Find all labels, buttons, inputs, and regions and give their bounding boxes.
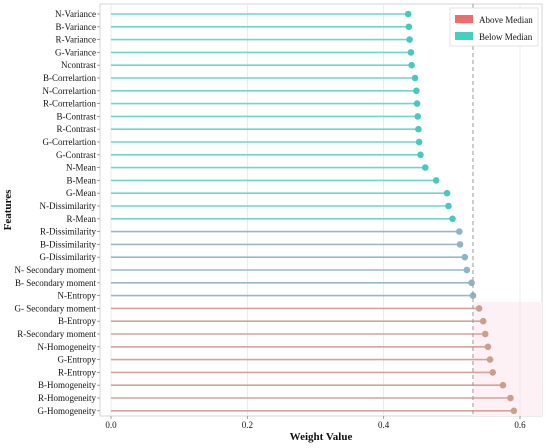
y-tick-label: N- Secondary moment bbox=[15, 265, 97, 275]
y-tick-label: G-Homogeneity bbox=[38, 406, 97, 416]
x-tick-labels: 0.0 0.2 0.4 0.6 bbox=[105, 420, 526, 430]
x-tick-label: 0.2 bbox=[242, 420, 253, 430]
legend-swatch-above bbox=[455, 15, 473, 23]
x-tick-label: 0.6 bbox=[514, 420, 526, 430]
y-tick-label: R-Correlartion bbox=[43, 99, 96, 109]
legend-label-below: Below Median bbox=[479, 32, 533, 42]
lollipop-dot bbox=[463, 266, 471, 274]
y-tick-label: G-Correlartion bbox=[43, 137, 97, 147]
y-tick-label: B-Mean bbox=[67, 175, 97, 185]
lollipop-dot bbox=[484, 343, 492, 351]
y-tick-label: B-Correlartion bbox=[43, 73, 96, 83]
lollipop-dot bbox=[481, 330, 489, 338]
legend: Above Median Below Median bbox=[449, 7, 539, 47]
y-tick-label: R-Homogeneity bbox=[38, 393, 96, 403]
y-tick-label: R-Mean bbox=[67, 214, 97, 224]
lollipop-dot bbox=[449, 215, 456, 223]
lollipop-dot bbox=[456, 228, 463, 235]
lollipop-dot bbox=[461, 253, 469, 261]
lollipop-dot bbox=[507, 394, 514, 402]
lollipop-dot bbox=[404, 10, 412, 18]
y-tick-label: G-Contrast bbox=[56, 150, 96, 160]
x-tick-label: 0.0 bbox=[105, 420, 117, 430]
lollipop-dot bbox=[432, 177, 440, 184]
lollipop-marks bbox=[97, 10, 518, 415]
lollipop-dot bbox=[407, 49, 415, 56]
y-tick-label: R-Secondary moment bbox=[17, 329, 96, 339]
y-tick-label: B- Secondary moment bbox=[15, 278, 96, 288]
lollipop-dot bbox=[443, 189, 451, 197]
y-tick-label: G-Variance bbox=[55, 47, 96, 57]
y-tick-label: B-Entropy bbox=[58, 316, 96, 326]
lollipop-dot bbox=[489, 369, 497, 376]
lollipop-dot bbox=[421, 164, 429, 171]
lollipop-dot bbox=[468, 279, 475, 287]
lollipop-dot bbox=[406, 36, 413, 43]
y-tick-label: B-Homogeneity bbox=[38, 380, 96, 390]
lollipop-dot bbox=[499, 381, 507, 389]
legend-label-above: Above Median bbox=[479, 15, 533, 25]
lollipop-dot bbox=[445, 202, 452, 210]
y-tick-label: R-Contrast bbox=[57, 124, 97, 134]
lollipop-dot bbox=[411, 74, 419, 82]
legend-swatch-below bbox=[455, 32, 473, 40]
y-tick-label: B-Contrast bbox=[57, 111, 97, 121]
lollipop-dot bbox=[413, 100, 421, 107]
y-tick-label: R-Entropy bbox=[58, 367, 96, 377]
lollipop-dot bbox=[415, 138, 423, 146]
x-tick-label: 0.4 bbox=[378, 420, 390, 430]
y-tick-labels: N-Variance B-Variance R-Variance G-Variance… bbox=[15, 9, 97, 416]
lollipop-dot bbox=[486, 356, 494, 363]
y-tick-label: N-Variance bbox=[55, 9, 96, 19]
lollipop-dot bbox=[475, 305, 483, 312]
y-tick-label: N-Mean bbox=[66, 163, 96, 173]
y-tick-label: N-Entropy bbox=[58, 291, 97, 301]
y-tick-label: N-Correlartion bbox=[43, 86, 97, 96]
lollipop-dot bbox=[415, 125, 422, 133]
y-tick-label: G-Entropy bbox=[58, 355, 97, 365]
y-tick-label: G-Dissimilarity bbox=[40, 252, 97, 262]
y-axis-title: Features bbox=[2, 189, 14, 230]
lollipop-dot bbox=[414, 113, 422, 120]
y-tick-label: B-Variance bbox=[56, 22, 96, 32]
x-axis-title: Weight Value bbox=[290, 431, 353, 443]
y-tick-label: G-Mean bbox=[66, 188, 96, 198]
lollipop-dot bbox=[417, 151, 424, 159]
y-tick-label: G- Secondary moment bbox=[15, 303, 97, 313]
y-tick-label: R-Variance bbox=[56, 35, 96, 45]
lollipop-dot bbox=[413, 87, 420, 95]
lollipop-dot bbox=[408, 61, 415, 69]
lollipop-dot bbox=[479, 317, 487, 325]
lollipop-dot bbox=[510, 407, 518, 415]
y-tick-label: N-Homogeneity bbox=[38, 342, 97, 352]
y-tick-label: R-Dissimilarity bbox=[40, 227, 96, 237]
y-tick-label: N-Dissimilarity bbox=[40, 201, 97, 211]
lollipop-dot bbox=[469, 292, 477, 299]
y-tick-label: Ncontrast bbox=[61, 60, 96, 70]
y-tick-label: B-Dissimilarity bbox=[40, 239, 96, 249]
lollipop-dot bbox=[405, 23, 413, 31]
lollipop-dot bbox=[456, 241, 464, 248]
